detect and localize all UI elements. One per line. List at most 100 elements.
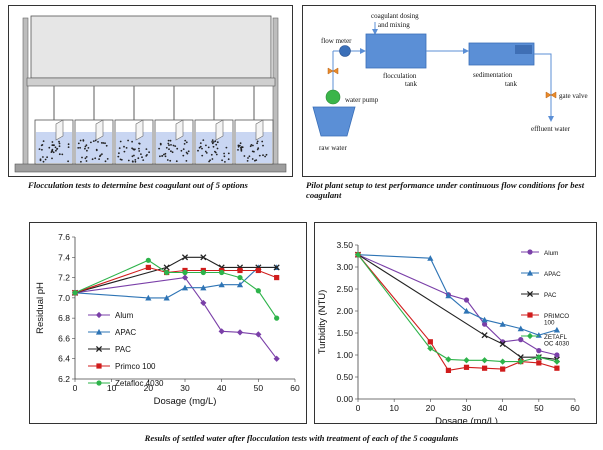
data-point bbox=[427, 255, 434, 261]
x-tick-label: 0 bbox=[73, 383, 78, 393]
data-point bbox=[255, 267, 261, 274]
y-axis-label: Turbidity (NTU) bbox=[317, 290, 328, 355]
legend-label: PAC bbox=[115, 345, 131, 354]
x-axis-label: Dosage (mg/L) bbox=[435, 416, 498, 423]
flow-meter-icon bbox=[339, 45, 351, 57]
x-tick-label: 60 bbox=[290, 383, 300, 393]
y-tick-label: 3.50 bbox=[336, 240, 353, 250]
series-line bbox=[74, 277, 278, 360]
data-point bbox=[553, 326, 561, 333]
data-point bbox=[181, 254, 189, 261]
legend-marker bbox=[527, 249, 533, 255]
series-line bbox=[357, 254, 558, 372]
pilot-plant-diagram: coagulant dosing and mixing flocculation… bbox=[312, 12, 588, 152]
data-point bbox=[354, 251, 362, 258]
x-tick-label: 20 bbox=[426, 403, 436, 413]
data-point bbox=[200, 269, 206, 276]
data-point bbox=[72, 290, 78, 296]
label-gate-valve: gate valve bbox=[559, 92, 588, 100]
data-point bbox=[274, 315, 280, 321]
data-point bbox=[518, 337, 524, 343]
series-line bbox=[357, 254, 558, 356]
beaker bbox=[234, 86, 274, 165]
y-tick-label: 7.6 bbox=[58, 232, 70, 242]
x-tick-label: 60 bbox=[570, 403, 580, 413]
x-tick-label: 50 bbox=[254, 383, 264, 393]
label-coagulant-dosing-line2: and mixing bbox=[378, 21, 410, 29]
legend-marker bbox=[95, 311, 103, 319]
ph-chart-panel: 0 10 20 30 40 50 60 6.2 6.4 6.6 6.8 7.0 7.2 7.4 7.6 Dos… bbox=[29, 222, 307, 424]
data-point bbox=[145, 264, 151, 271]
data-point bbox=[237, 267, 243, 274]
y-tick-label: 7.4 bbox=[58, 252, 70, 262]
x-tick-label: 40 bbox=[217, 383, 227, 393]
beaker bbox=[74, 86, 114, 165]
label-flocculation-line2: tank bbox=[405, 80, 418, 88]
label-coagulant-dosing-line1: coagulant dosing bbox=[371, 12, 419, 20]
data-point bbox=[237, 274, 243, 281]
y-tick-label: 0.00 bbox=[336, 394, 353, 404]
y-tick-label: 6.6 bbox=[58, 333, 70, 343]
label-sedimentation-line2: tank bbox=[505, 80, 518, 88]
data-point bbox=[499, 321, 506, 327]
raw-water-tank bbox=[312, 106, 356, 137]
y-tick-label: 3.00 bbox=[336, 262, 353, 272]
label-flow-meter: flow meter bbox=[321, 37, 352, 45]
jar-test-apparatus bbox=[14, 15, 287, 173]
data-point bbox=[554, 365, 560, 371]
x-tick-label: 10 bbox=[107, 383, 117, 393]
y-tick-label: 1.50 bbox=[336, 328, 353, 338]
caption-results: Results of settled water after flocculat… bbox=[144, 433, 459, 443]
data-point bbox=[145, 257, 151, 263]
legend-label: APAC bbox=[544, 271, 561, 278]
legend-marker bbox=[95, 345, 103, 353]
label-raw-water: raw water bbox=[319, 144, 347, 152]
data-point bbox=[274, 274, 280, 281]
data-point bbox=[255, 288, 261, 294]
y-tick-label: 2.50 bbox=[336, 284, 353, 294]
inlet-valve-icon bbox=[327, 67, 339, 75]
legend-marker bbox=[527, 312, 533, 318]
x-tick-label: 40 bbox=[498, 403, 508, 413]
series-line bbox=[357, 254, 558, 363]
data-point bbox=[163, 264, 170, 271]
data-point bbox=[481, 357, 488, 364]
x-tick-label: 30 bbox=[180, 383, 190, 393]
series-line bbox=[74, 256, 277, 294]
legend-label: Zetafloc 4030 bbox=[115, 379, 164, 388]
data-point bbox=[500, 366, 506, 372]
flocculation-tank bbox=[365, 33, 427, 69]
y-tick-label: 6.8 bbox=[58, 313, 70, 323]
water-pump-icon bbox=[325, 89, 341, 105]
data-point bbox=[481, 321, 488, 327]
label-water-pump: water pump bbox=[345, 96, 379, 104]
beaker bbox=[154, 86, 194, 165]
legend-label: PRIMCO bbox=[544, 313, 569, 320]
y-tick-label: 1.00 bbox=[336, 350, 353, 360]
legend-marker bbox=[96, 380, 102, 386]
label-effluent-water: effluent water bbox=[531, 125, 571, 133]
data-point bbox=[181, 284, 189, 291]
caption-pilot-plant: Pilot plant setup to test performance un… bbox=[306, 180, 585, 200]
series-line bbox=[357, 254, 558, 336]
y-axis-label: Residual pH bbox=[35, 282, 46, 334]
legend-marker bbox=[526, 290, 534, 298]
turbidity-chart-panel: 0 10 20 30 40 50 60 0.00 0.50 1.00 1.50 2.00 2.50 3.0… bbox=[314, 222, 597, 427]
data-point bbox=[536, 348, 542, 354]
data-point bbox=[445, 356, 452, 363]
x-axis-label: Dosage (mg/L) bbox=[154, 396, 217, 407]
legend-label: 100 bbox=[544, 320, 555, 327]
data-point bbox=[481, 332, 488, 339]
beaker bbox=[34, 86, 74, 165]
legend-label: Alum bbox=[115, 311, 134, 320]
legend-marker bbox=[96, 363, 102, 369]
turbidity-chart: 0 10 20 30 40 50 60 0.00 0.50 1.00 1.50 2.00 2.50 3.0… bbox=[317, 240, 580, 427]
apparatus-base bbox=[14, 163, 287, 173]
data-point bbox=[145, 294, 152, 301]
data-point bbox=[236, 281, 244, 288]
data-point bbox=[163, 294, 170, 301]
label-sedimentation-line1: sedimentation bbox=[473, 71, 513, 79]
data-point bbox=[219, 269, 225, 276]
data-point bbox=[481, 365, 488, 371]
y-tick-label: 0.50 bbox=[336, 372, 353, 382]
